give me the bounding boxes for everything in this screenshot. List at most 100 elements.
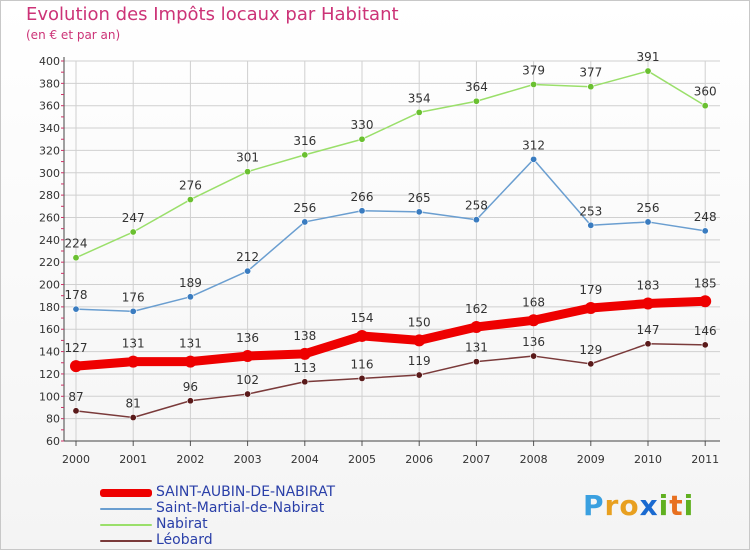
data-label: 150 <box>408 315 431 329</box>
legend-swatch-saint-martial <box>100 508 152 510</box>
legend-label-saint-aubin: SAINT-AUBIN-DE-NABIRAT <box>156 484 336 500</box>
data-label: 154 <box>351 311 374 325</box>
data-point <box>701 102 709 110</box>
data-label: 253 <box>579 204 602 218</box>
y-tick-label: 120 <box>39 368 60 381</box>
data-label: 119 <box>408 354 431 368</box>
x-tick-label: 2001 <box>119 453 147 466</box>
data-point <box>584 302 597 314</box>
data-label: 391 <box>637 50 660 64</box>
data-label: 136 <box>522 335 545 349</box>
data-point <box>472 216 480 224</box>
y-tick-label: 180 <box>39 301 60 314</box>
data-point <box>244 390 252 398</box>
data-label: 131 <box>465 341 488 355</box>
data-label: 185 <box>694 276 717 290</box>
data-point <box>470 321 483 333</box>
y-tick-label: 100 <box>39 390 60 403</box>
data-label: 168 <box>522 295 545 309</box>
series-line-3 <box>75 343 706 419</box>
x-tick-label: 2010 <box>634 453 662 466</box>
data-point <box>244 267 252 275</box>
data-label: 266 <box>351 190 374 204</box>
y-tick-label: 200 <box>39 279 60 292</box>
data-label: 247 <box>122 211 145 225</box>
logo-letter: o <box>619 489 640 522</box>
data-point <box>644 67 652 75</box>
x-tick-label: 2003 <box>234 453 262 466</box>
y-tick-label: 340 <box>39 122 60 135</box>
legend-label-leobard: Léobard <box>156 532 213 548</box>
data-label: 129 <box>579 343 602 357</box>
data-label: 179 <box>579 283 602 297</box>
legend-item-saint-martial: Saint-Martial-de-Nabirat <box>100 500 420 517</box>
series-line-0 <box>71 296 710 371</box>
data-label: 131 <box>179 337 202 351</box>
data-point <box>356 329 368 342</box>
data-label: 176 <box>122 290 145 304</box>
chart-title: Evolution des Impôts locaux par Habitant <box>26 4 399 25</box>
data-point <box>301 151 309 159</box>
data-label: 258 <box>465 199 488 213</box>
legend-item-nabirat: Nabirat <box>100 516 420 533</box>
x-tick-label: 2000 <box>62 453 90 466</box>
data-label: 248 <box>694 210 717 224</box>
y-tick-label: 360 <box>39 100 60 113</box>
y-tick-label: 380 <box>39 77 60 90</box>
series-line-1 <box>75 158 706 313</box>
data-point <box>298 347 311 360</box>
data-point <box>530 352 538 360</box>
x-tick-label: 2011 <box>691 453 719 466</box>
x-tick-label: 2007 <box>462 453 490 466</box>
x-tick-label: 2004 <box>291 453 319 466</box>
data-label: 256 <box>293 201 316 215</box>
x-tick-label: 2009 <box>577 453 605 466</box>
data-point <box>127 355 140 368</box>
logo-letter: i <box>683 489 695 522</box>
data-label: 377 <box>579 66 602 80</box>
data-point <box>72 254 80 262</box>
data-point <box>129 307 137 315</box>
data-point <box>415 371 423 379</box>
data-point <box>241 350 254 363</box>
data-point <box>358 135 366 143</box>
data-point <box>587 360 595 368</box>
data-label: 131 <box>122 337 145 351</box>
data-point <box>530 155 538 163</box>
data-point <box>644 340 652 348</box>
chart-subtitle: (en € et par an) <box>26 28 121 42</box>
data-label: 330 <box>351 118 374 132</box>
data-point <box>699 295 712 308</box>
data-label: 138 <box>293 329 316 343</box>
y-tick-label: 260 <box>39 211 60 224</box>
data-point <box>358 207 366 215</box>
data-point <box>72 305 80 313</box>
proxiti-logo: Proxiti <box>583 489 694 522</box>
data-label: 116 <box>351 357 374 371</box>
legend-swatch-leobard <box>100 540 152 542</box>
data-point <box>527 314 540 327</box>
y-tick-label: 160 <box>39 323 60 336</box>
data-point <box>301 218 309 226</box>
y-tick-label: 220 <box>39 256 60 269</box>
data-label: 189 <box>179 276 202 290</box>
data-label: 364 <box>465 80 488 94</box>
data-point <box>184 355 197 368</box>
data-label: 212 <box>236 250 259 264</box>
data-label: 354 <box>408 91 431 105</box>
x-tick-label: 2002 <box>176 453 204 466</box>
legend-item-saint-aubin: SAINT-AUBIN-DE-NABIRAT <box>100 484 420 501</box>
logo-letter: P <box>583 489 605 522</box>
y-tick-label: 280 <box>39 189 60 202</box>
y-tick-label: 80 <box>46 413 60 426</box>
data-point <box>415 208 423 216</box>
data-label: 146 <box>694 324 717 338</box>
y-tick-label: 300 <box>39 167 60 180</box>
data-label: 316 <box>293 134 316 148</box>
data-point <box>642 297 654 310</box>
data-point <box>186 293 194 301</box>
data-label: 162 <box>465 302 488 316</box>
data-point <box>129 228 137 236</box>
y-tick-label: 320 <box>39 144 60 157</box>
